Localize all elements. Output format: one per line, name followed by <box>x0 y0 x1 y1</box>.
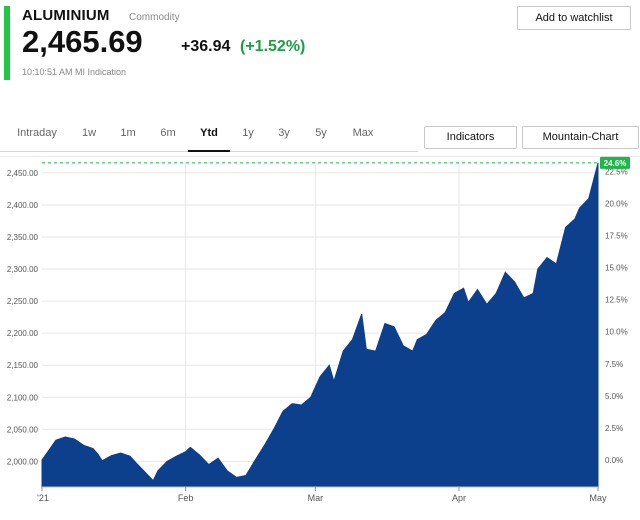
quote-type: Commodity <box>129 12 180 23</box>
y2-axis-tick-label: 10.0% <box>605 328 628 337</box>
tab-1w[interactable]: 1w <box>81 127 97 139</box>
y2-axis-tick-label: 20.0% <box>605 199 628 208</box>
x-axis-tick-label: Apr <box>452 493 466 503</box>
y-axis-tick-label: 2,450.00 <box>7 169 39 178</box>
y2-axis-tick-label: 7.5% <box>605 360 623 369</box>
price-chart[interactable]: 2,000.00 2,050.00 2,100.00 2,150.00 2,200.00… <box>0 155 640 515</box>
y2-axis-tick-label: 5.0% <box>605 392 623 401</box>
accent-bar <box>4 6 10 80</box>
tab-ytd[interactable]: Ytd <box>188 127 230 152</box>
y-axis-tick-label: 2,100.00 <box>7 393 39 402</box>
chart-svg[interactable]: 2,000.00 2,050.00 2,100.00 2,150.00 2,200.00… <box>0 155 640 515</box>
tab-6m[interactable]: 6m <box>160 127 176 139</box>
y-axis-tick-label: 2,050.00 <box>7 425 39 434</box>
y2-axis-tick-label: 22.5% <box>605 167 628 176</box>
tab-1m[interactable]: 1m <box>120 127 136 139</box>
tab-3y[interactable]: 3y <box>278 127 290 139</box>
y2-axis-tick-label: 17.5% <box>605 231 628 240</box>
tab-intraday[interactable]: Intraday <box>17 127 57 139</box>
x-axis-tick-label: Mar <box>308 493 324 503</box>
y2-axis-tick-label: 15.0% <box>605 264 628 273</box>
quote-name: ALUMINIUM <box>22 7 110 24</box>
y-axis-tick-label: 2,400.00 <box>7 201 39 210</box>
y-axis-tick-label: 2,350.00 <box>7 233 39 242</box>
add-to-watchlist-button[interactable]: Add to watchlist <box>517 6 631 30</box>
indicators-button[interactable]: Indicators <box>424 126 517 149</box>
x-axis-tick-label: Feb <box>178 493 194 503</box>
x-axis-tick-label: '21 <box>37 493 49 503</box>
last-value-badge-label: 24.6% <box>604 159 627 168</box>
y-axis-tick-label: 2,300.00 <box>7 265 39 274</box>
y2-axis-tick-label: 0.0% <box>605 456 623 465</box>
tab-max[interactable]: Max <box>352 127 374 139</box>
x-axis-tick-label: May <box>589 493 607 503</box>
y-axis-tick-label: 2,250.00 <box>7 297 39 306</box>
y-axis-tick-label: 2,200.00 <box>7 329 39 338</box>
chart-type-button[interactable]: Mountain-Chart <box>522 126 639 149</box>
tab-5y[interactable]: 5y <box>315 127 327 139</box>
tab-1y[interactable]: 1y <box>242 127 254 139</box>
y2-axis-tick-label: 12.5% <box>605 296 628 305</box>
quote-timestamp: 10:10:51 AM MI Indication <box>22 67 127 77</box>
price-change: +36.94 <box>181 38 231 55</box>
y-axis-tick-label: 2,000.00 <box>7 457 39 466</box>
last-price: 2,465.69 <box>22 24 143 59</box>
y2-axis-tick-label: 2.5% <box>605 424 623 433</box>
timeframe-tabs: Intraday 1w 1m 6m Ytd 1y 3y 5y Max <box>0 119 418 152</box>
price-area <box>41 162 599 488</box>
price-change-percent: (+1.52%) <box>240 38 306 55</box>
last-value-badge <box>600 156 630 169</box>
y-axis-tick-label: 2,150.00 <box>7 361 39 370</box>
